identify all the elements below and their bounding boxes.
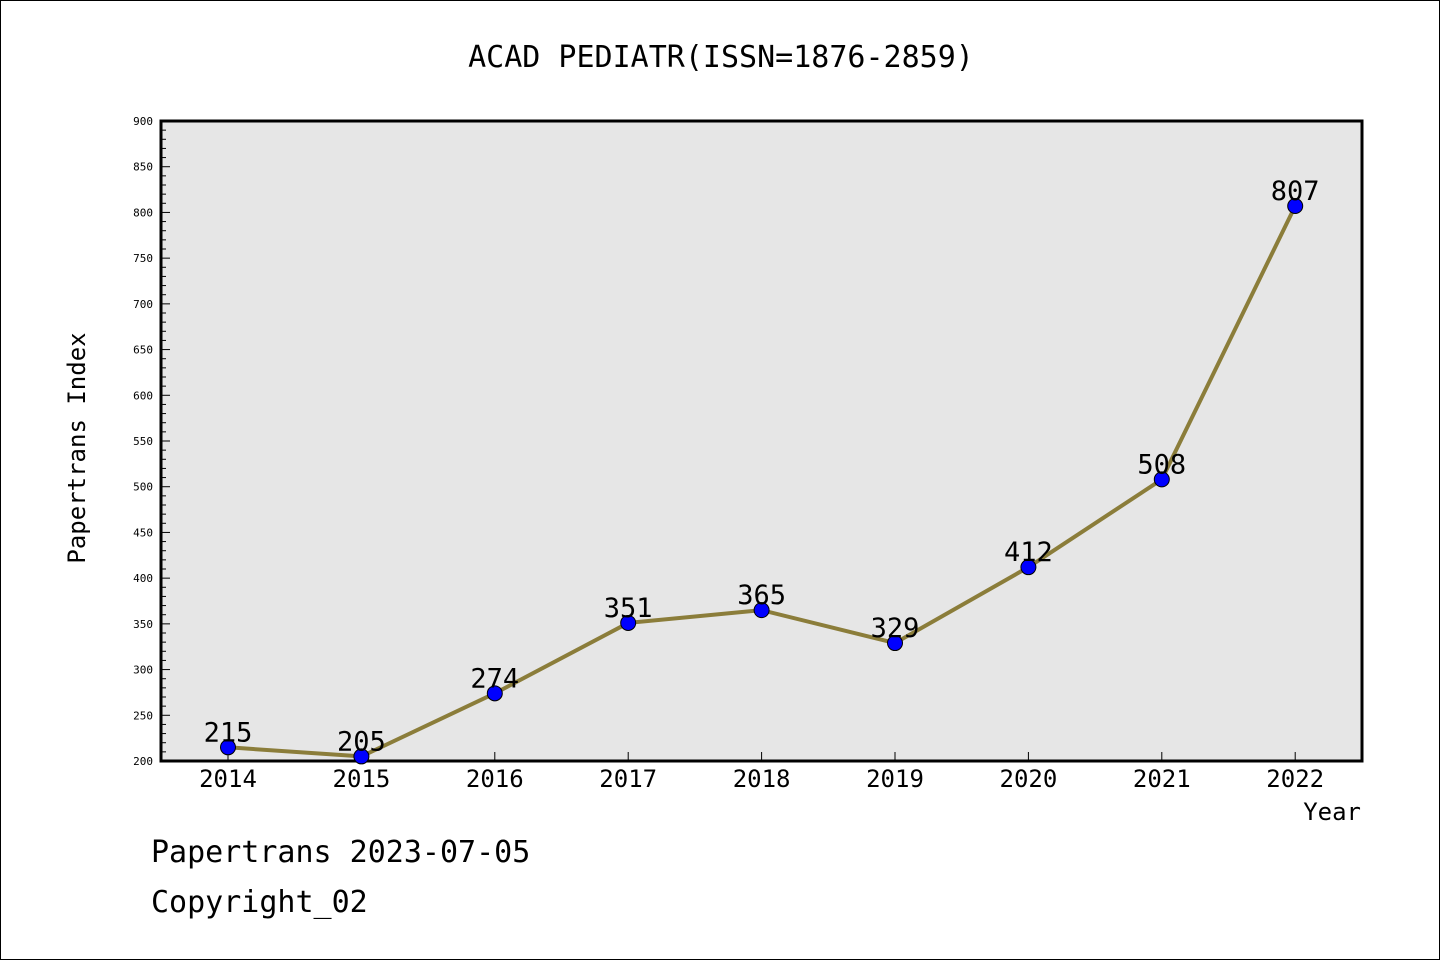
y-tick-label: 650: [133, 344, 153, 357]
y-tick-label: 850: [133, 161, 153, 174]
data-label: 351: [604, 593, 653, 624]
data-point: [753, 602, 770, 619]
data-label: 365: [737, 580, 786, 611]
x-tick-label: 2016: [466, 765, 524, 793]
y-tick-label: 800: [133, 206, 153, 219]
series-group: 215 205 274 351 365 329 412 508 807: [204, 176, 1320, 765]
x-tick-label: 2017: [599, 765, 657, 793]
data-point: [1287, 198, 1304, 215]
x-tick-label: 2015: [333, 765, 391, 793]
footer-copyright: Copyright_02: [151, 885, 368, 920]
y-tick-label: 300: [133, 664, 153, 677]
data-point: [220, 739, 236, 756]
data-point: [1020, 559, 1037, 576]
data-label: 329: [871, 613, 920, 644]
y-tick-label: 700: [133, 298, 153, 311]
y-tick-label: 750: [133, 252, 153, 265]
x-tick-label: 2022: [1266, 765, 1324, 793]
y-tick-label: 200: [133, 755, 153, 768]
chart-title: ACAD PEDIATR(ISSN=1876-2859): [468, 40, 974, 75]
x-tick-label: 2021: [1133, 765, 1191, 793]
data-label: 215: [204, 717, 253, 748]
y-tick-label: 250: [133, 709, 153, 722]
x-tick-label: 2014: [199, 765, 257, 793]
y-tick-label: 500: [133, 481, 153, 494]
y-tick-label: 600: [133, 389, 153, 402]
x-tick-label: 2019: [866, 765, 924, 793]
y-tick-label: 550: [133, 435, 153, 448]
plot-area: [159, 119, 1364, 763]
data-label: 412: [1004, 537, 1053, 568]
y-tick-label: 400: [133, 572, 153, 585]
data-label: 205: [337, 726, 386, 757]
x-axis-label: Year: [1303, 798, 1361, 826]
data-point: [887, 635, 903, 652]
data-point: [620, 614, 637, 631]
y-axis-label: Papertrans Index: [63, 332, 91, 563]
data-point: [1153, 471, 1170, 488]
y-tick-label: 450: [133, 526, 153, 539]
data-point: [353, 748, 370, 765]
data-label: 508: [1137, 449, 1186, 480]
x-axis: 2014 2015 2016 2017 2018 2019 2020 2021 2022: [199, 752, 1324, 793]
footer-date: Papertrans 2023-07-05: [151, 835, 531, 870]
x-tick-label: 2020: [1000, 765, 1058, 793]
data-label: 274: [470, 663, 519, 694]
x-tick-label: 2018: [733, 765, 791, 793]
data-point: [486, 685, 503, 702]
y-tick-label: 350: [133, 618, 153, 631]
y-tick-label: 900: [133, 115, 153, 128]
data-label: 807: [1271, 176, 1320, 207]
y-axis: 200 250 300 350 400 450 500 550 600 650 700 750 800 8…: [133, 115, 170, 768]
